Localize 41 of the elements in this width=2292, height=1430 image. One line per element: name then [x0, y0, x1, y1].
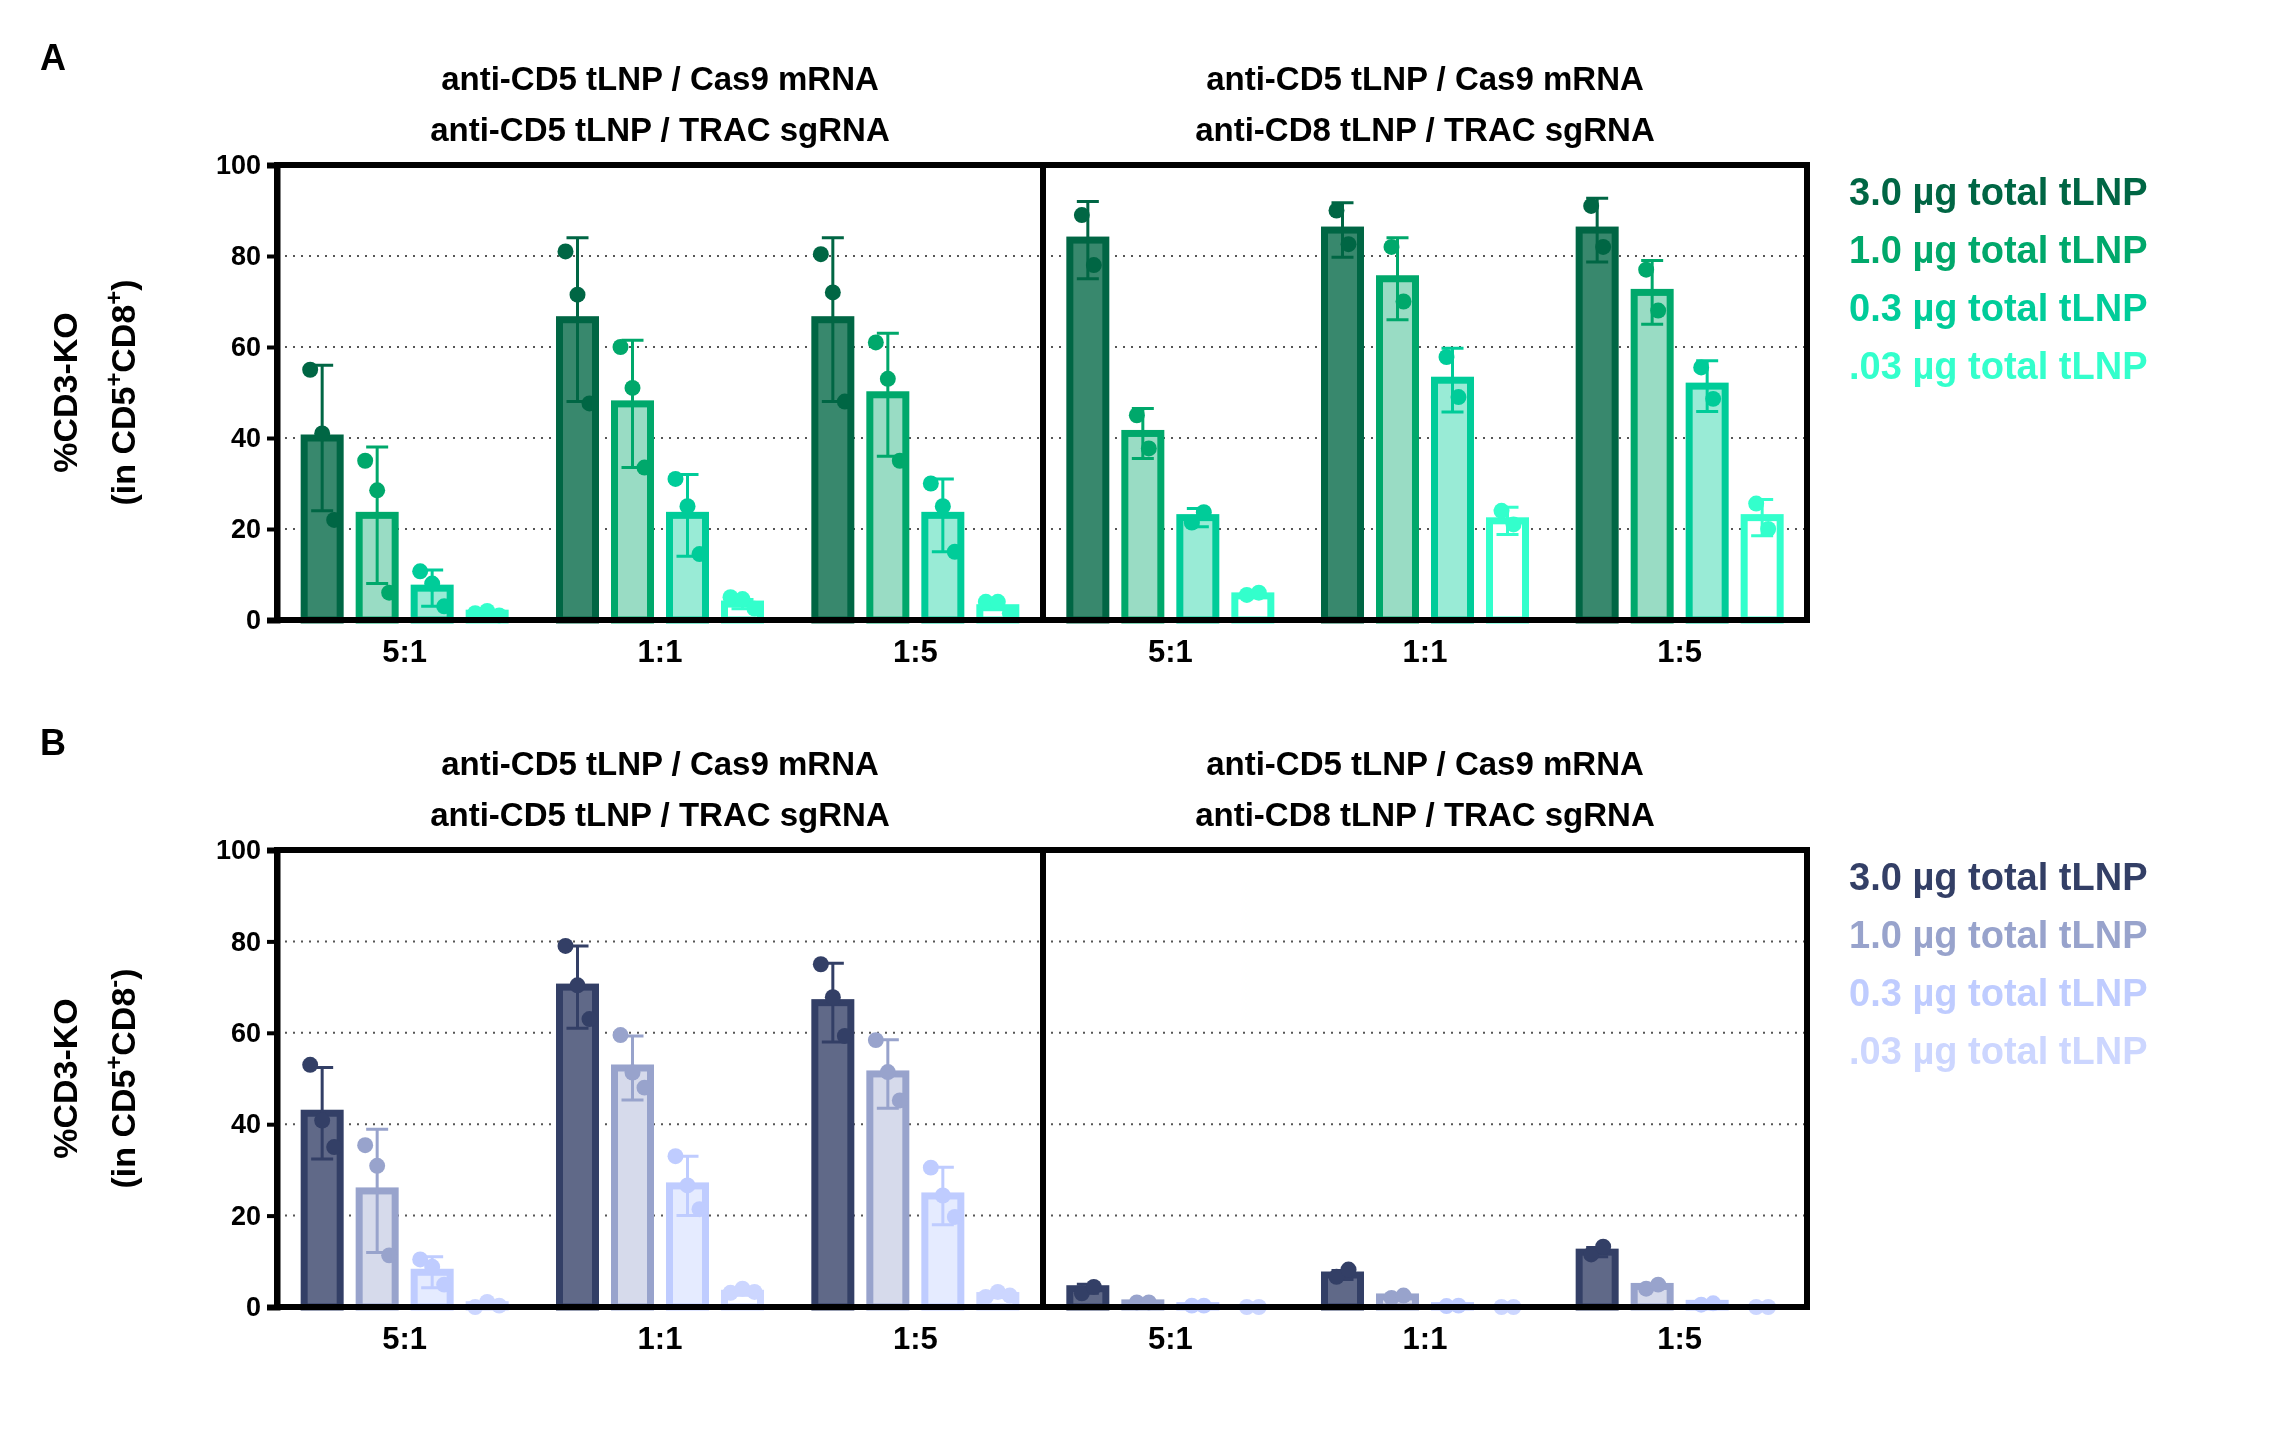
x-tick-label: 1:1 [1402, 1321, 1448, 1357]
chart-title: anti-CD5 tLNP / Cas9 mRNA [1206, 60, 1644, 97]
x-tick-label: 1:1 [637, 1321, 683, 1357]
chart-subtitle: anti-CD5 tLNP / TRAC sgRNA [430, 796, 890, 833]
x-tick-label: 5:1 [1147, 1321, 1193, 1357]
text: A [40, 37, 66, 78]
text: 1.0 µg total tLNP [1849, 914, 2148, 956]
x-tick-label: 1:1 [637, 634, 683, 670]
y-tick-label: 80 [230, 926, 261, 957]
x-tick-label: 1:5 [1657, 1321, 1703, 1357]
y-tick-label: 20 [230, 514, 261, 545]
y-tick-label: 60 [230, 332, 261, 363]
text: 3.0 µg total tLNP [1849, 856, 2148, 898]
text: B [40, 722, 66, 763]
y-tick-label: 40 [230, 423, 261, 454]
y-tick-label: 80 [230, 241, 261, 272]
x-tick-label: 1:5 [1657, 634, 1703, 670]
chart-subtitle: anti-CD8 tLNP / TRAC sgRNA [1195, 796, 1655, 833]
chart-title: anti-CD5 tLNP / Cas9 mRNA [1206, 745, 1644, 782]
text: .03 µg total tLNP [1849, 345, 2148, 387]
x-tick-label: 1:1 [1402, 634, 1448, 670]
y-tick-label: 60 [230, 1017, 261, 1048]
x-tick-label: 1:5 [892, 1321, 938, 1357]
y-tick-label: 20 [230, 1200, 261, 1231]
text: 0.3 µg total tLNP [1849, 287, 2148, 329]
chart-title: anti-CD5 tLNP / Cas9 mRNA [441, 745, 879, 782]
chart-subtitle: anti-CD8 tLNP / TRAC sgRNA [1195, 111, 1655, 148]
y-tick-label: 0 [245, 605, 261, 636]
x-tick-label: 1:5 [892, 634, 938, 670]
text: 0.3 µg total tLNP [1849, 972, 2148, 1014]
x-tick-label: 5:1 [382, 1321, 428, 1357]
text: 1.0 µg total tLNP [1849, 229, 2148, 271]
x-tick-label: 5:1 [382, 634, 428, 670]
y-tick-label: 0 [245, 1292, 261, 1323]
y-tick-label: 100 [215, 835, 261, 866]
text: 3.0 µg total tLNP [1849, 171, 2148, 213]
y-tick-label: 100 [215, 150, 261, 181]
chart-subtitle: anti-CD5 tLNP / TRAC sgRNA [430, 111, 890, 148]
x-tick-label: 5:1 [1147, 634, 1193, 670]
y-tick-label: 40 [230, 1109, 261, 1140]
chart-title: anti-CD5 tLNP / Cas9 mRNA [441, 60, 879, 97]
